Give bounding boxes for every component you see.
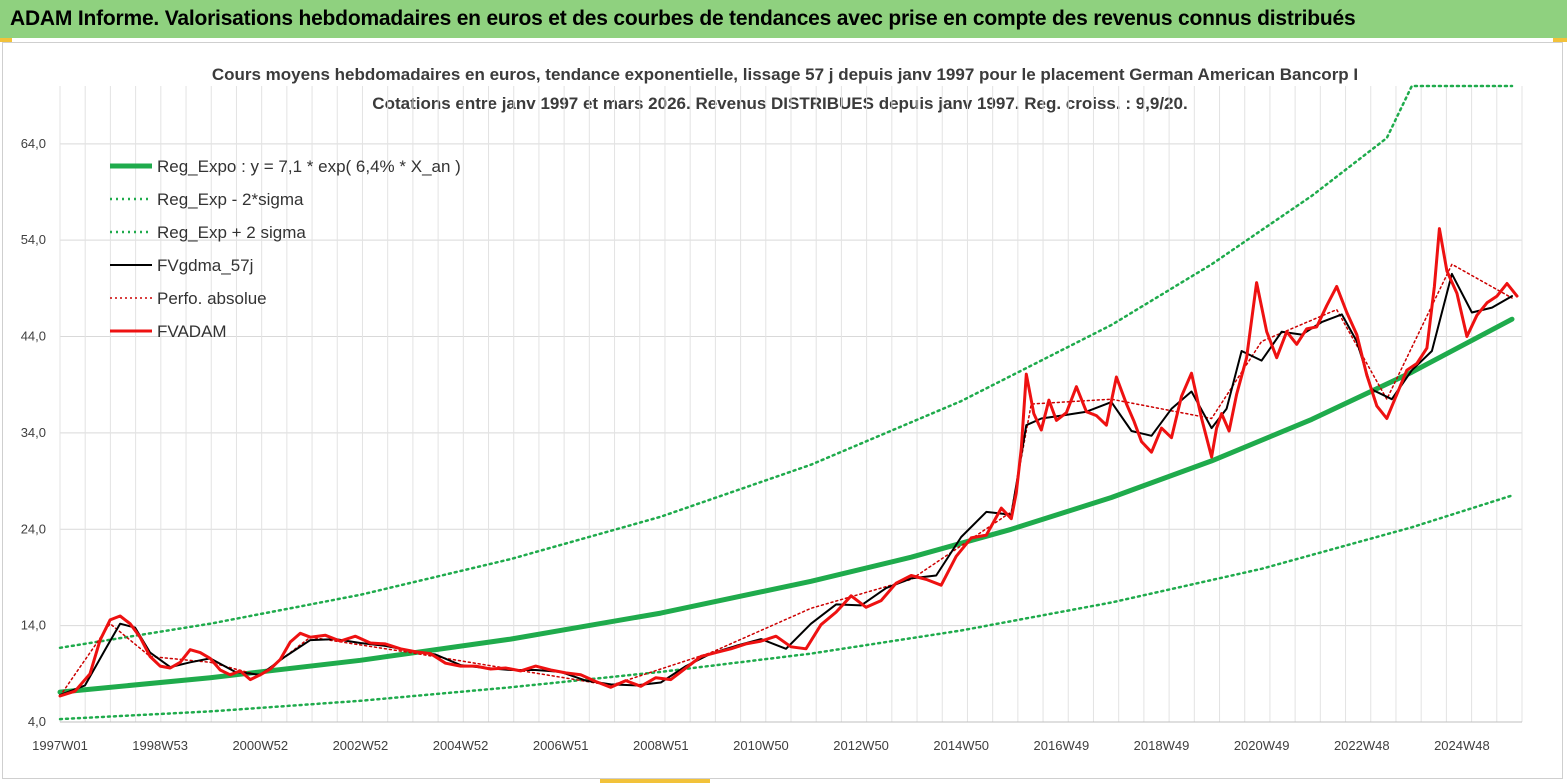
- x-tick-label: 2024W48: [1434, 738, 1490, 753]
- x-tick-label: 2014W50: [933, 738, 989, 753]
- report-banner-title: ADAM Informe. Valorisations hebdomadaire…: [10, 7, 1356, 30]
- axes: 4,0 14,0 24,0 34,0 44,0 54,0 64,0 1997W01 1998W5…: [21, 136, 1522, 753]
- y-tick-label: 54,0: [21, 232, 46, 247]
- y-tick-label: 14,0: [21, 618, 46, 633]
- x-tick-label: 2018W49: [1134, 738, 1190, 753]
- chart-subtitle: Cotations entre janv 1997 et mars 2026. …: [372, 94, 1187, 113]
- y-tick-label: 64,0: [21, 136, 46, 151]
- series-line-5: [58, 227, 1519, 698]
- x-tick-label: 2016W49: [1034, 738, 1090, 753]
- x-tick-label: 2006W51: [533, 738, 589, 753]
- y-tick-label: 34,0: [21, 425, 46, 440]
- x-tick-label: 2004W52: [433, 738, 489, 753]
- chart-title: Cours moyens hebdomadaires en euros, ten…: [212, 65, 1358, 84]
- x-tick-label: 1998W53: [132, 738, 188, 753]
- x-tick-label: 2000W52: [232, 738, 288, 753]
- series-line-1: [58, 494, 1514, 721]
- accent-strip-right: [1553, 38, 1567, 42]
- x-tick-label: 2008W51: [633, 738, 689, 753]
- x-tick-label: 2002W52: [333, 738, 389, 753]
- series-line-0: [57, 316, 1515, 695]
- accent-strip-left: [0, 38, 12, 42]
- accent-strip-bottom: [600, 779, 710, 783]
- series-line-4: [59, 263, 1513, 697]
- legend-label: FVADAM: [157, 322, 227, 341]
- legend-label: Reg_Exp + 2 sigma: [157, 223, 306, 242]
- x-tick-label: 2012W50: [833, 738, 889, 753]
- grid-lines: [59, 86, 1523, 723]
- legend-label: Reg_Expo : y = 7,1 * exp( 6,4% * X_an ): [157, 157, 461, 176]
- x-tick-label: 2010W50: [733, 738, 789, 753]
- series-line-3: [59, 272, 1513, 696]
- x-tick-label: 2022W48: [1334, 738, 1390, 753]
- series-lines: [57, 84, 1519, 721]
- report-banner: ADAM Informe. Valorisations hebdomadaire…: [0, 0, 1567, 38]
- legend-label: Perfo. absolue: [157, 289, 267, 308]
- x-tick-label: 1997W01: [32, 738, 88, 753]
- x-tick-label: 2020W49: [1234, 738, 1290, 753]
- legend-label: FVgdma_57j: [157, 256, 253, 275]
- legend: Reg_Expo : y = 7,1 * exp( 6,4% * X_an ) R…: [110, 157, 461, 341]
- legend-label: Reg_Exp - 2*sigma: [157, 190, 304, 209]
- y-tick-label: 4,0: [28, 714, 46, 729]
- y-tick-label: 24,0: [21, 521, 46, 536]
- y-tick-label: 44,0: [21, 329, 46, 344]
- series-line-2: [58, 84, 1514, 650]
- chart-frame: [2, 42, 1563, 779]
